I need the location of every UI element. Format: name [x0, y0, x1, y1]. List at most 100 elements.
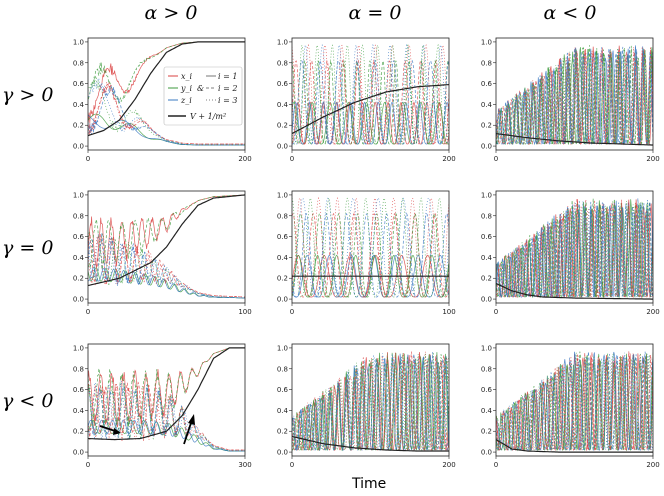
- x-tick-label: 200: [646, 308, 659, 316]
- series-group: [292, 351, 449, 452]
- x-axis-label: Time: [352, 476, 387, 492]
- y-tick-label: 0.8: [73, 365, 84, 373]
- subplot-r0-c1: 0.0 0.2 0.4 0.6 0.8 1.0 0 200: [277, 37, 456, 163]
- y-tick-label: 0.6: [277, 386, 289, 394]
- y-tick-label: 1.0: [481, 191, 492, 199]
- subplot-r1-c0: 0.0 0.2 0.4 0.6 0.8 1.0 0 100: [73, 190, 252, 316]
- series-group: [496, 45, 653, 146]
- subplot-r2-c2: 0.0 0.2 0.4 0.6 0.8 1.0 0 200: [481, 343, 660, 469]
- arrow-head: [113, 428, 121, 435]
- series-group: [88, 347, 245, 452]
- series-line: [496, 198, 653, 299]
- column-title-alpha-pos: α > 0: [144, 2, 198, 24]
- series-group: [88, 41, 245, 146]
- y-tick-label: 1.0: [73, 38, 84, 46]
- y-tick-label: 0.6: [481, 80, 493, 88]
- x-tick-label: 200: [442, 461, 455, 469]
- legend-index-label: i = 1: [218, 72, 237, 81]
- y-tick-label: 0.6: [481, 386, 493, 394]
- x-tick-label: 0: [86, 155, 90, 163]
- series-line: [88, 75, 245, 146]
- legend-amp: &: [197, 84, 204, 93]
- row-title-gamma-pos: γ > 0: [2, 84, 54, 106]
- series-line: [88, 419, 245, 452]
- y-tick-label: 0.6: [481, 233, 493, 241]
- y-tick-label: 0.6: [73, 386, 85, 394]
- series-line: [292, 352, 449, 452]
- y-tick-label: 0.6: [277, 233, 289, 241]
- series-line: [88, 81, 245, 145]
- series-line: [88, 234, 245, 298]
- series-line: [88, 78, 245, 146]
- y-tick-label: 0.6: [277, 80, 289, 88]
- x-tick-label: 0: [290, 155, 294, 163]
- axes-frame: [291, 190, 450, 304]
- x-tick-label: 100: [442, 308, 455, 316]
- y-tick-label: 1.0: [73, 344, 84, 352]
- series-group: [496, 198, 653, 300]
- series-line: [88, 233, 245, 299]
- y-tick-label: 0.0: [481, 143, 492, 151]
- series-line: [292, 212, 449, 298]
- y-tick-label: 0.8: [73, 59, 84, 67]
- series-line: [496, 201, 653, 299]
- y-tick-label: 0.0: [481, 296, 492, 304]
- legend-box: [163, 66, 243, 126]
- series-line: [88, 380, 245, 452]
- x-tick-label: 0: [290, 461, 294, 469]
- y-tick-label: 0.8: [481, 59, 492, 67]
- y-tick-label: 0.8: [277, 212, 288, 220]
- y-tick-label: 0.4: [481, 254, 493, 262]
- series-line: [496, 46, 653, 146]
- series-line: [292, 353, 449, 452]
- y-tick-label: 0.8: [481, 365, 492, 373]
- y-tick-label: 0.4: [481, 101, 493, 109]
- row-title-gamma-neg: γ < 0: [2, 390, 54, 412]
- series-line: [496, 352, 653, 452]
- series-line: [88, 419, 245, 452]
- series-line: [292, 197, 449, 298]
- series-line: [88, 82, 245, 145]
- series-line: [88, 267, 245, 299]
- y-tick-label: 0.2: [481, 428, 492, 436]
- y-tick-label: 0.2: [277, 275, 288, 283]
- y-tick-label: 0.2: [277, 428, 288, 436]
- series-line: [292, 351, 449, 452]
- x-tick-label: 0: [494, 308, 498, 316]
- axes-frame: [291, 343, 450, 457]
- y-tick-label: 0.2: [481, 275, 492, 283]
- series-line: [496, 351, 653, 452]
- arrow-annotation: [183, 419, 193, 445]
- subplot-r0-c0: 0.0 0.2 0.4 0.6 0.8 1.0 0 200: [73, 37, 252, 163]
- series-line: [292, 101, 449, 145]
- y-tick-label: 0.8: [277, 365, 288, 373]
- series-line: [292, 43, 449, 145]
- series-line: [292, 254, 449, 298]
- y-tick-label: 0.4: [73, 101, 85, 109]
- y-tick-label: 0.2: [73, 275, 84, 283]
- y-tick-label: 0.8: [277, 59, 288, 67]
- v-curve-line: [88, 347, 245, 441]
- axes-frame: [87, 343, 246, 457]
- y-tick-label: 1.0: [481, 38, 492, 46]
- x-tick-label: 300: [238, 461, 251, 469]
- v-curve-line: [292, 435, 449, 452]
- axes-frame: [87, 37, 246, 151]
- series-group: [88, 194, 245, 299]
- y-tick-label: 1.0: [277, 344, 288, 352]
- x-tick-label: 200: [238, 155, 251, 163]
- x-tick-label: 100: [238, 308, 251, 316]
- x-tick-label: 0: [86, 461, 90, 469]
- y-tick-label: 0.2: [481, 122, 492, 130]
- v-curve-line: [496, 133, 653, 146]
- x-tick-label: 200: [442, 155, 455, 163]
- y-tick-label: 1.0: [277, 191, 288, 199]
- axes-frame: [495, 190, 654, 304]
- legend-v-label: V + 1/m²: [190, 112, 226, 121]
- subplot-r1-c1: 0.0 0.2 0.4 0.6 0.8 1.0 0 100: [277, 190, 456, 316]
- column-title-alpha-zero: α = 0: [348, 2, 402, 24]
- x-tick-label: 0: [290, 308, 294, 316]
- series-line: [496, 199, 653, 299]
- y-tick-label: 0.0: [277, 143, 288, 151]
